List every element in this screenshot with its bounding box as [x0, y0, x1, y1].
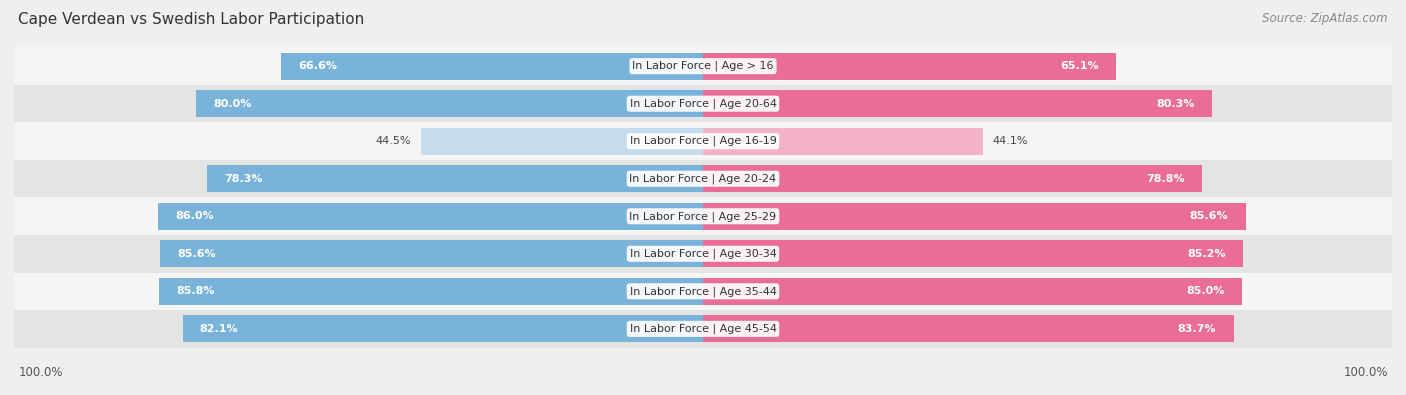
Bar — [703, 203, 1246, 230]
Text: In Labor Force | Age 30-34: In Labor Force | Age 30-34 — [630, 248, 776, 259]
Text: 85.6%: 85.6% — [177, 249, 217, 259]
Bar — [703, 128, 983, 155]
Text: 80.3%: 80.3% — [1156, 99, 1195, 109]
Text: 85.6%: 85.6% — [1189, 211, 1229, 221]
Text: 100.0%: 100.0% — [18, 366, 63, 379]
Text: 83.7%: 83.7% — [1178, 324, 1216, 334]
Text: 44.5%: 44.5% — [375, 136, 411, 146]
Text: In Labor Force | Age 16-19: In Labor Force | Age 16-19 — [630, 136, 776, 147]
Bar — [159, 278, 703, 305]
Bar — [160, 240, 703, 267]
Text: 86.0%: 86.0% — [176, 211, 214, 221]
Bar — [14, 198, 1392, 235]
Text: Source: ZipAtlas.com: Source: ZipAtlas.com — [1263, 12, 1388, 25]
Bar — [703, 90, 1212, 117]
Text: In Labor Force | Age 25-29: In Labor Force | Age 25-29 — [630, 211, 776, 222]
Bar — [281, 53, 703, 80]
Bar — [14, 235, 1392, 273]
Text: 78.3%: 78.3% — [224, 174, 263, 184]
Text: 82.1%: 82.1% — [200, 324, 239, 334]
Bar — [703, 165, 1202, 192]
Bar — [183, 315, 703, 342]
Text: In Labor Force | Age 20-64: In Labor Force | Age 20-64 — [630, 98, 776, 109]
Text: 78.8%: 78.8% — [1147, 174, 1185, 184]
Bar — [207, 165, 703, 192]
Text: In Labor Force | Age 45-54: In Labor Force | Age 45-54 — [630, 324, 776, 334]
Bar — [420, 128, 703, 155]
Text: 85.0%: 85.0% — [1187, 286, 1225, 296]
Text: In Labor Force | Age 35-44: In Labor Force | Age 35-44 — [630, 286, 776, 297]
Text: Cape Verdean vs Swedish Labor Participation: Cape Verdean vs Swedish Labor Participat… — [18, 12, 364, 27]
Text: 80.0%: 80.0% — [214, 99, 252, 109]
Text: 44.1%: 44.1% — [993, 136, 1028, 146]
Text: 85.2%: 85.2% — [1187, 249, 1226, 259]
Bar — [703, 315, 1233, 342]
Text: 65.1%: 65.1% — [1060, 61, 1098, 71]
Bar — [14, 47, 1392, 85]
Bar — [14, 122, 1392, 160]
Bar — [703, 240, 1243, 267]
Bar — [14, 85, 1392, 122]
Bar — [14, 160, 1392, 198]
Text: 85.8%: 85.8% — [176, 286, 215, 296]
Bar — [14, 310, 1392, 348]
Bar — [195, 90, 703, 117]
Bar — [157, 203, 703, 230]
Text: 66.6%: 66.6% — [298, 61, 337, 71]
Text: 100.0%: 100.0% — [1343, 366, 1388, 379]
Bar — [703, 278, 1241, 305]
Text: In Labor Force | Age > 16: In Labor Force | Age > 16 — [633, 61, 773, 71]
Text: In Labor Force | Age 20-24: In Labor Force | Age 20-24 — [630, 173, 776, 184]
Bar — [14, 273, 1392, 310]
Bar — [703, 53, 1115, 80]
